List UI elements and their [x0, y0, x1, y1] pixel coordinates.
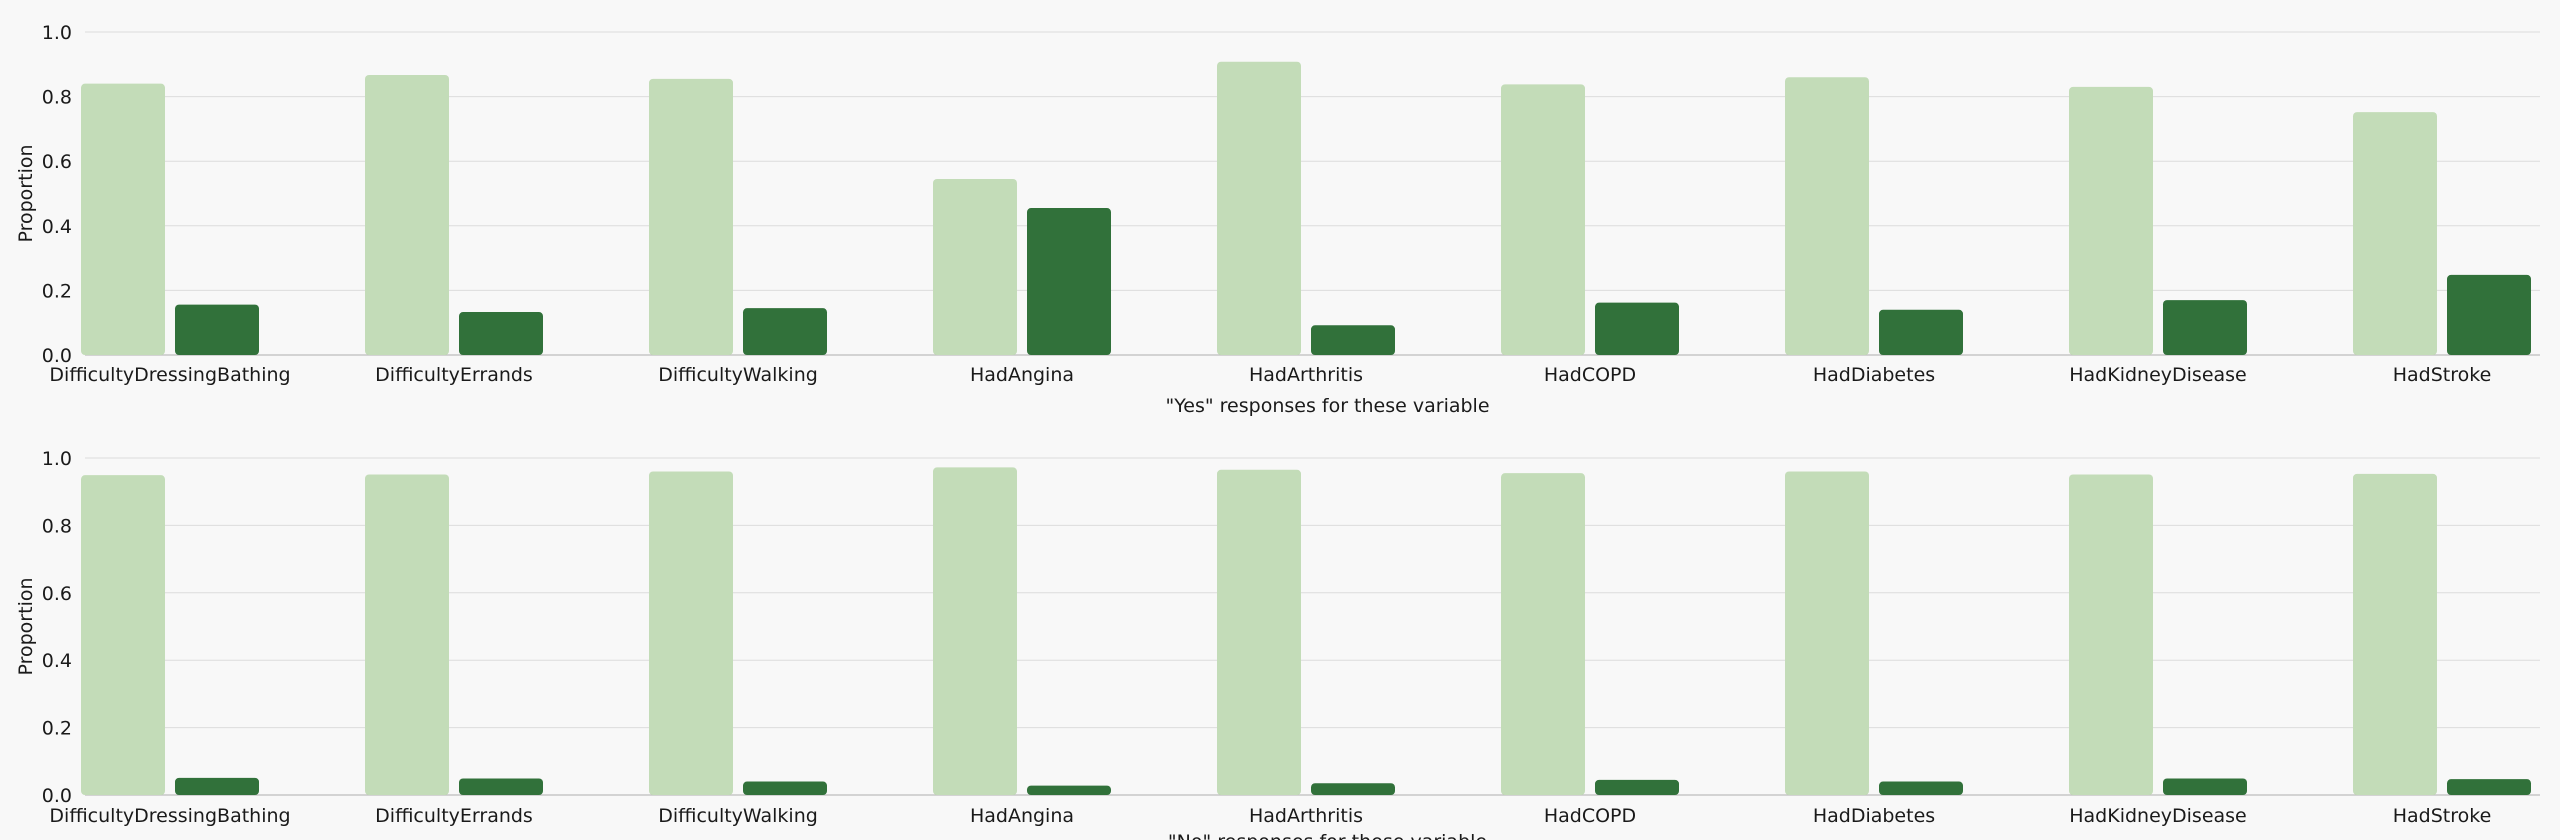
y-tick-label: 0.4	[42, 650, 72, 672]
chart-panel-2: 0.0 0.2 0.4 0.6 0.8 1.0 Proportion DifficultyDr…	[15, 448, 2540, 840]
y-tick-label: 0.0	[42, 345, 72, 367]
bar-HadAngina-dark	[1027, 208, 1111, 355]
y-axis-title: Proportion	[15, 577, 37, 675]
bar-HadDiabetes-dark	[1879, 781, 1963, 795]
y-tick-label: 0.2	[42, 280, 72, 302]
bar-HadStroke-dark	[2447, 274, 2531, 355]
bar-DifficultyWalking-dark	[743, 308, 827, 355]
bar-DifficultyDressingBathing-dark	[175, 777, 259, 795]
x-tick-label: DifficultyErrands	[375, 364, 533, 386]
bar-DifficultyWalking-light	[649, 471, 733, 795]
bar-DifficultyErrands-light	[365, 74, 449, 356]
x-tick-label: HadArthritis	[1249, 805, 1363, 827]
chart-panel-1: 0.0 0.2 0.4 0.6 0.8 1.0 Proportion DifficultyDr…	[15, 22, 2540, 417]
bar-HadCOPD-light	[1501, 473, 1585, 795]
y-tick-label: 0.0	[42, 785, 72, 807]
bar-HadDiabetes-light	[1785, 77, 1869, 355]
bar-HadAngina-light	[933, 178, 1017, 355]
x-axis-title: "No" responses for these variable	[1168, 831, 1487, 840]
x-tick-label: HadKidneyDisease	[2069, 805, 2247, 827]
bar-DifficultyWalking-dark	[743, 781, 827, 795]
bar-DifficultyDressingBathing-light	[81, 475, 165, 795]
x-tick-label: HadAngina	[970, 364, 1074, 386]
bar-DifficultyErrands-dark	[459, 312, 543, 355]
y-tick-label: 0.8	[42, 87, 72, 109]
bar-DifficultyErrands-dark	[459, 778, 543, 795]
x-tick-label: HadDiabetes	[1813, 805, 1935, 827]
x-axis-title: "Yes" responses for these variable	[1165, 395, 1489, 417]
bar-HadArthritis-dark	[1311, 325, 1395, 355]
bar-HadCOPD-dark	[1595, 779, 1679, 795]
x-tick-label: DifficultyErrands	[375, 805, 533, 827]
bar-HadDiabetes-light	[1785, 471, 1869, 795]
bar-DifficultyErrands-light	[365, 474, 449, 795]
bar-HadArthritis-light	[1217, 469, 1301, 795]
x-tick-label: HadDiabetes	[1813, 364, 1935, 386]
bar-HadKidneyDisease-dark	[2163, 300, 2247, 355]
bar-HadKidneyDisease-light	[2069, 474, 2153, 795]
bar-HadDiabetes-dark	[1879, 309, 1963, 355]
y-tick-label: 1.0	[42, 448, 72, 470]
x-tick-label: DifficultyDressingBathing	[49, 805, 290, 827]
x-tick-label: DifficultyWalking	[658, 364, 818, 386]
y-axis-title: Proportion	[15, 144, 37, 242]
bar-HadAngina-light	[933, 467, 1017, 795]
y-tick-label: 0.2	[42, 718, 72, 740]
bar-HadStroke-light	[2353, 473, 2437, 795]
x-tick-label: DifficultyWalking	[658, 805, 818, 827]
x-tick-label: HadStroke	[2393, 364, 2492, 386]
y-tick-label: 0.8	[42, 515, 72, 537]
bar-HadCOPD-dark	[1595, 302, 1679, 355]
bar-HadArthritis-light	[1217, 61, 1301, 355]
bar-HadStroke-light	[2353, 112, 2437, 355]
bar-HadCOPD-light	[1501, 84, 1585, 356]
bar-HadAngina-dark	[1027, 785, 1111, 795]
x-tick-label: DifficultyDressingBathing	[49, 364, 290, 386]
x-tick-label: HadStroke	[2393, 805, 2492, 827]
y-tick-label: 0.6	[42, 151, 72, 173]
bar-HadKidneyDisease-light	[2069, 86, 2153, 355]
bar-DifficultyDressingBathing-dark	[175, 304, 259, 355]
bar-DifficultyDressingBathing-light	[81, 83, 165, 356]
bar-HadKidneyDisease-dark	[2163, 778, 2247, 795]
bar-DifficultyWalking-light	[649, 78, 733, 356]
x-tick-label: HadAngina	[970, 805, 1074, 827]
y-tick-label: 1.0	[42, 22, 72, 44]
y-tick-label: 0.4	[42, 216, 72, 238]
bar-HadStroke-dark	[2447, 779, 2531, 795]
bar-HadArthritis-dark	[1311, 783, 1395, 795]
x-tick-label: HadKidneyDisease	[2069, 364, 2247, 386]
x-tick-label: HadCOPD	[1544, 364, 1636, 386]
x-tick-label: HadArthritis	[1249, 364, 1363, 386]
y-tick-label: 0.6	[42, 583, 72, 605]
x-tick-label: HadCOPD	[1544, 805, 1636, 827]
